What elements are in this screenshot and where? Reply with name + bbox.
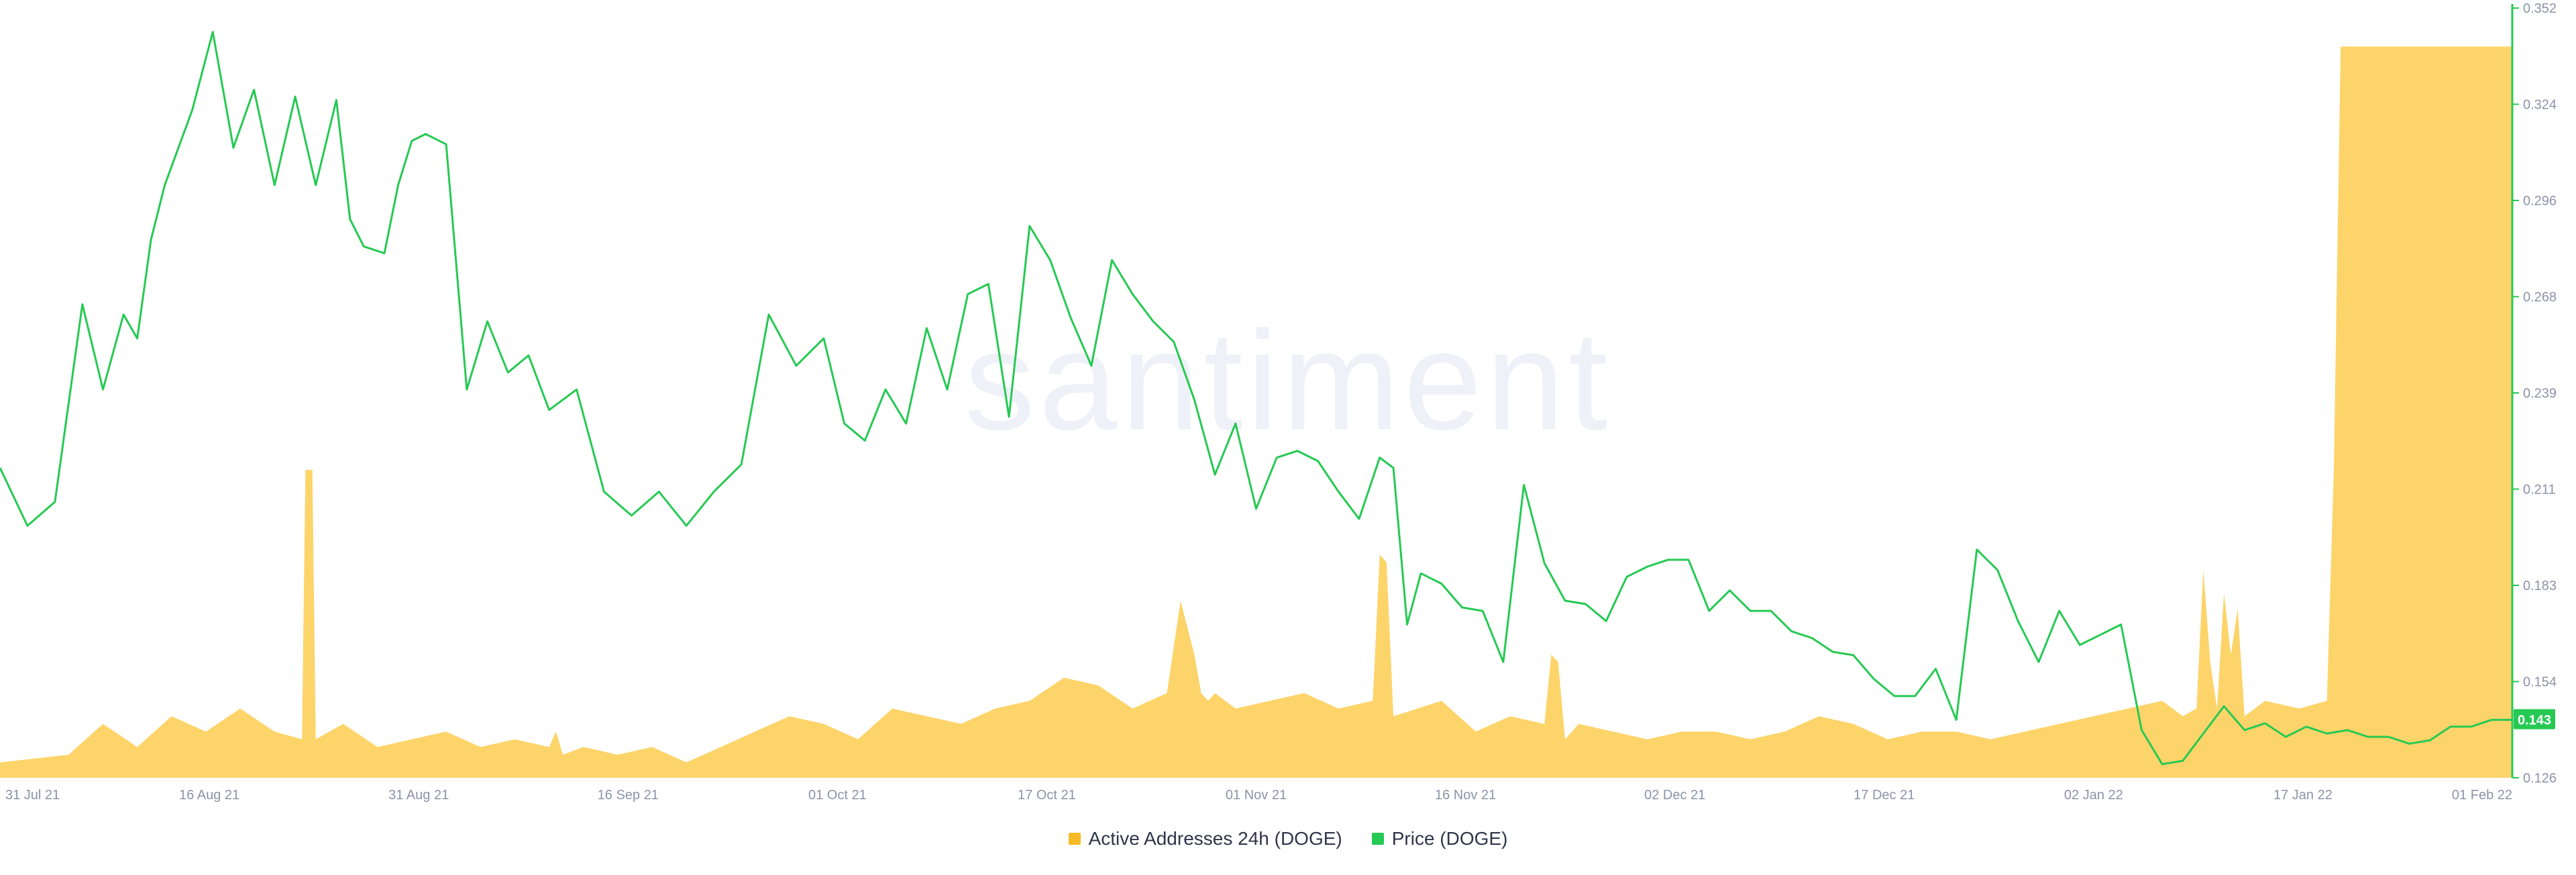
x-tick-label: 17 Jan 22: [2273, 788, 2332, 803]
legend-swatch-price: [1371, 833, 1384, 845]
y-tick-label: 0.239: [2523, 386, 2557, 401]
legend-label-active-addresses: Active Addresses 24h (DOGE): [1088, 828, 1342, 849]
y-tick-label: 0.211: [2523, 483, 2556, 498]
x-tick-label: 17 Oct 21: [1018, 788, 1076, 803]
legend-label-price: Price (DOGE): [1391, 828, 1508, 849]
x-tick-label: 17 Dec 21: [1854, 788, 1915, 803]
x-tick-label: 31 Aug 21: [388, 788, 449, 803]
y-tick-label: 0.154: [2523, 675, 2557, 690]
x-tick-label: 02 Jan 22: [2064, 788, 2123, 803]
x-tick-label: 01 Oct 21: [808, 788, 867, 803]
x-tick-label: 02 Dec 21: [1644, 788, 1705, 803]
x-tick-label: 16 Sep 21: [598, 788, 659, 803]
y-tick-label: 0.183: [2523, 579, 2557, 593]
price-line: [0, 31, 2512, 766]
watermark-text: santiment: [965, 302, 1611, 459]
x-tick-label: 01 Nov 21: [1226, 788, 1287, 803]
y-tick-label: 0.268: [2523, 290, 2557, 305]
legend: Active Addresses 24h (DOGE) Price (DOGE): [0, 828, 2576, 850]
y-tick-label: 0.352: [2523, 1, 2557, 16]
y-tick-label: 0.126: [2523, 771, 2557, 786]
active-addresses-area: [0, 46, 2512, 778]
y-tick-label: 0.324: [2523, 98, 2557, 113]
y-tick-label: 0.296: [2523, 194, 2557, 209]
x-tick-label: 16 Nov 21: [1435, 788, 1496, 803]
x-tick-label: 31 Jul 21: [5, 788, 60, 803]
current-price-badge: [2514, 709, 2555, 730]
legend-swatch-active-addresses: [1068, 833, 1081, 845]
legend-item-price[interactable]: Price (DOGE): [1371, 828, 1508, 850]
x-tick-label: 01 Feb 22: [2452, 788, 2512, 803]
x-tick-label: 16 Aug 21: [179, 788, 239, 803]
current-price-label: 0.143: [2518, 713, 2551, 728]
legend-item-active-addresses[interactable]: Active Addresses 24h (DOGE): [1068, 828, 1342, 850]
